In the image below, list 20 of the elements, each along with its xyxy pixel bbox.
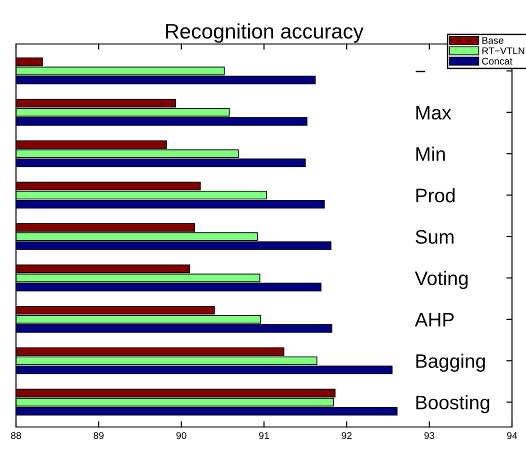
y-tick-label: Prod [416,188,455,202]
y-tick-label: − [416,70,426,72]
y-tick-label: Max [416,106,452,120]
x-tick-label: 88 [11,432,21,439]
x-tick-label: 92 [342,432,352,439]
legend-label: Concat [482,58,512,65]
y-tick-label: AHP [414,313,454,326]
chart-title: Recognition accuracy [166,23,364,43]
x-tick-label: 89 [94,432,104,439]
legend-label: RT−VTLN [482,47,524,54]
x-tick-label: 93 [424,432,434,439]
x-tick-label: 94 [507,432,518,439]
y-tick-label: Sum [416,230,454,244]
y-tick-label: Min [416,146,445,161]
y-tick-label: Bagging [416,354,485,372]
y-tick-label: Boosting [416,395,490,414]
legend-label: Base [482,37,504,44]
y-tick-label: Voting [414,270,468,290]
x-tick-label: 91 [259,432,269,439]
x-tick-label: 90 [176,432,186,439]
